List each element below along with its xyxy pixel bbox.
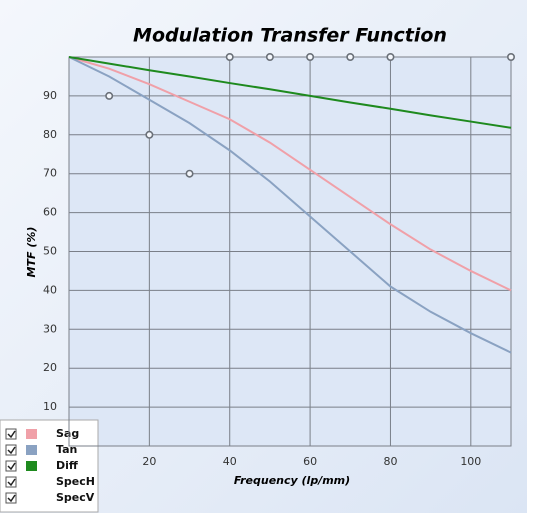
- legend-swatch: [26, 445, 37, 455]
- legend-label[interactable]: SpecV: [56, 491, 95, 504]
- y-tick-label: 50: [43, 245, 57, 258]
- legend-check[interactable]: [7, 446, 16, 455]
- spec-marker: [145, 130, 154, 139]
- legend-label[interactable]: Sag: [56, 427, 79, 440]
- legend-checkbox[interactable]: [5, 492, 17, 504]
- legend-check[interactable]: [7, 430, 16, 439]
- plot-border: [68, 56, 512, 447]
- legend-checkbox[interactable]: [5, 460, 17, 472]
- spec-marker: [346, 52, 355, 61]
- x-tick-label: 100: [460, 455, 481, 468]
- y-tick-label: 80: [43, 128, 57, 141]
- y-axis-label: MTF (%): [25, 227, 38, 278]
- spec-marker: [185, 169, 194, 178]
- legend-swatch: [26, 429, 37, 439]
- y-tick-label: 40: [43, 283, 57, 296]
- legend-checkbox[interactable]: [5, 428, 17, 440]
- legend-checkbox[interactable]: [5, 476, 17, 488]
- series-line: [68, 56, 512, 292]
- spec-marker: [386, 52, 395, 61]
- spec-marker: [306, 52, 315, 61]
- y-tick-label: 60: [43, 206, 57, 219]
- legend-swatch: [26, 461, 37, 471]
- y-tick-label: 90: [43, 89, 57, 102]
- x-axis-label: Frequency (lp/mm): [234, 474, 350, 487]
- chart-title: Modulation Transfer Function: [133, 25, 447, 47]
- spec-marker: [105, 91, 114, 100]
- y-tick-label: 70: [43, 167, 57, 180]
- legend-label[interactable]: Diff: [56, 459, 78, 472]
- legend-check[interactable]: [7, 478, 16, 487]
- legend-label[interactable]: Tan: [56, 443, 77, 456]
- x-tick-label: 40: [223, 455, 237, 468]
- x-tick-label: 80: [383, 455, 397, 468]
- y-tick-label: 30: [43, 322, 57, 335]
- legend-label[interactable]: SpecH: [56, 475, 95, 488]
- legend: Sag Tan Diff SpecH SpecV: [0, 419, 99, 513]
- y-tick-label: 20: [43, 361, 57, 374]
- x-tick-label: 60: [303, 455, 317, 468]
- y-tick-label: 10: [43, 400, 57, 413]
- series-line: [68, 56, 512, 354]
- legend-check[interactable]: [7, 494, 16, 503]
- spec-marker: [265, 52, 274, 61]
- legend-check[interactable]: [7, 462, 16, 471]
- series-line: [68, 56, 512, 129]
- spec-marker: [506, 52, 515, 61]
- spec-marker: [225, 52, 234, 61]
- legend-checkbox[interactable]: [5, 444, 17, 456]
- x-tick-label: 20: [142, 455, 156, 468]
